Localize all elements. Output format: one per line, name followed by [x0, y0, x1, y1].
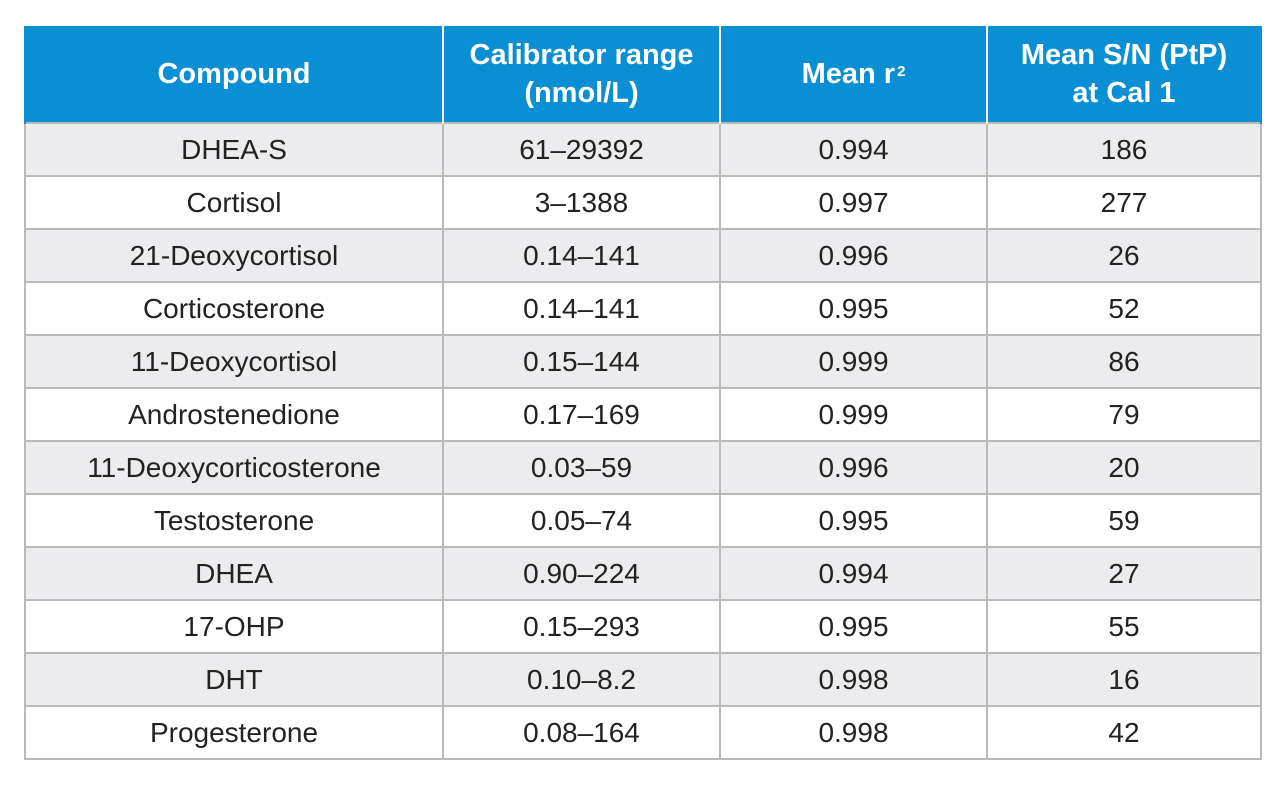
cell-calibrator-range: 0.10–8.2: [442, 652, 721, 707]
cell-mean-r2: 0.995: [719, 599, 988, 654]
cell-compound: 11-Deoxycortisol: [24, 334, 444, 389]
cell-mean-sn: 52: [986, 281, 1262, 336]
table-row: Corticosterone 0.14–141 0.995 52: [24, 281, 1262, 336]
cell-mean-r2: 0.995: [719, 493, 988, 548]
header-sn-line2: at Cal 1: [1072, 77, 1176, 109]
cell-calibrator-range: 0.90–224: [442, 546, 721, 601]
header-calibrator-range: Calibrator range (nmol/L): [442, 26, 721, 123]
header-mean-sn: Mean S/N (PtP) at Cal 1: [986, 26, 1262, 123]
table-row: DHEA 0.90–224 0.994 27: [24, 546, 1262, 601]
cell-mean-sn: 42: [986, 705, 1262, 760]
cell-mean-r2: 0.998: [719, 652, 988, 707]
header-row: Compound Calibrator range (nmol/L) Mean …: [24, 26, 1262, 123]
cell-mean-r2: 0.998: [719, 705, 988, 760]
cell-mean-r2: 0.996: [719, 228, 988, 283]
cell-mean-sn: 16: [986, 652, 1262, 707]
header-mean-r-superscript: 2: [897, 63, 906, 80]
header-calibrator-line2: (nmol/L): [524, 77, 639, 109]
header-calibrator-line1: Calibrator range: [469, 39, 694, 71]
cell-mean-sn: 26: [986, 228, 1262, 283]
cell-mean-r2: 0.999: [719, 387, 988, 442]
cell-mean-r2: 0.996: [719, 440, 988, 495]
cell-mean-sn: 79: [986, 387, 1262, 442]
cell-compound: Cortisol: [24, 175, 444, 230]
cell-compound: Androstenedione: [24, 387, 444, 442]
cell-mean-r2: 0.994: [719, 122, 988, 177]
cell-compound: Progesterone: [24, 705, 444, 760]
cell-calibrator-range: 0.15–293: [442, 599, 721, 654]
table-row: DHT 0.10–8.2 0.998 16: [24, 652, 1262, 707]
cell-calibrator-range: 0.14–141: [442, 228, 721, 283]
table-row: Testosterone 0.05–74 0.995 59: [24, 493, 1262, 548]
cell-compound: DHT: [24, 652, 444, 707]
cell-calibrator-range: 0.15–144: [442, 334, 721, 389]
cell-compound: Corticosterone: [24, 281, 444, 336]
cell-calibrator-range: 0.03–59: [442, 440, 721, 495]
table-row: Cortisol 3–1388 0.997 277: [24, 175, 1262, 230]
calibration-table-container: Compound Calibrator range (nmol/L) Mean …: [24, 26, 1262, 760]
table-row: Progesterone 0.08–164 0.998 42: [24, 705, 1262, 760]
cell-compound: 17-OHP: [24, 599, 444, 654]
table-row: 17-OHP 0.15–293 0.995 55: [24, 599, 1262, 654]
cell-compound: 21-Deoxycortisol: [24, 228, 444, 283]
table-row: DHEA-S 61–29392 0.994 186: [24, 122, 1262, 177]
cell-calibrator-range: 0.17–169: [442, 387, 721, 442]
cell-mean-sn: 20: [986, 440, 1262, 495]
header-mean-r-label: Mean r: [801, 58, 896, 90]
table-row: Androstenedione 0.17–169 0.999 79: [24, 387, 1262, 442]
table-row: 21-Deoxycortisol 0.14–141 0.996 26: [24, 228, 1262, 283]
cell-mean-r2: 0.999: [719, 334, 988, 389]
cell-mean-r2: 0.994: [719, 546, 988, 601]
calibration-table: Compound Calibrator range (nmol/L) Mean …: [24, 26, 1262, 760]
table-row: 11-Deoxycortisol 0.15–144 0.999 86: [24, 334, 1262, 389]
cell-calibrator-range: 0.05–74: [442, 493, 721, 548]
cell-mean-r2: 0.995: [719, 281, 988, 336]
table-body: DHEA-S 61–29392 0.994 186 Cortisol 3–1388 0.99…: [24, 122, 1262, 760]
table-row: 11-Deoxycorticosterone 0.03–59 0.996 20: [24, 440, 1262, 495]
cell-mean-sn: 86: [986, 334, 1262, 389]
cell-compound: DHEA-S: [24, 122, 444, 177]
header-compound: Compound: [24, 26, 444, 123]
cell-compound: 11-Deoxycorticosterone: [24, 440, 444, 495]
cell-mean-r2: 0.997: [719, 175, 988, 230]
cell-calibrator-range: 61–29392: [442, 122, 721, 177]
table-header: Compound Calibrator range (nmol/L) Mean …: [24, 26, 1262, 123]
cell-calibrator-range: 3–1388: [442, 175, 721, 230]
header-compound-label: Compound: [157, 58, 311, 90]
cell-mean-sn: 59: [986, 493, 1262, 548]
cell-mean-sn: 277: [986, 175, 1262, 230]
cell-mean-sn: 27: [986, 546, 1262, 601]
header-sn-line1: Mean S/N (PtP): [1020, 39, 1228, 71]
cell-compound: Testosterone: [24, 493, 444, 548]
cell-mean-sn: 186: [986, 122, 1262, 177]
cell-compound: DHEA: [24, 546, 444, 601]
cell-calibrator-range: 0.08–164: [442, 705, 721, 760]
cell-mean-sn: 55: [986, 599, 1262, 654]
cell-calibrator-range: 0.14–141: [442, 281, 721, 336]
